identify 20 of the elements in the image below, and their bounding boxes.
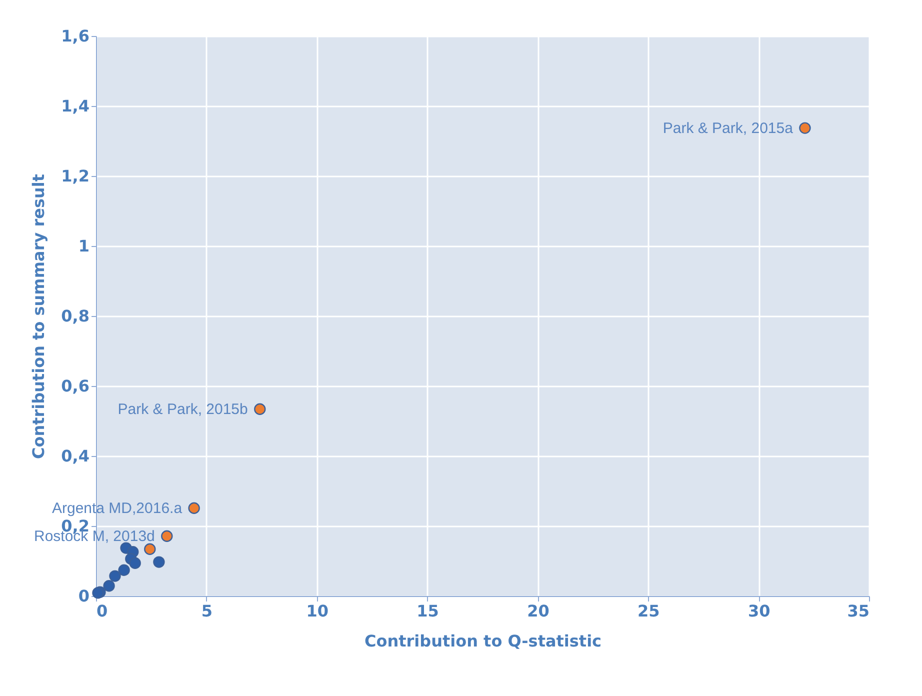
x-tick-label: 10 <box>306 602 328 620</box>
y-tick-label: 0,6 <box>61 376 90 396</box>
y-tick-label: 1,4 <box>61 96 90 116</box>
y-tick-label: 0 <box>78 586 90 606</box>
x-tick-label: 25 <box>638 602 660 620</box>
x-tick-label: 5 <box>201 602 212 620</box>
annotation: Park & Park, 2015b <box>118 401 248 418</box>
x-tick-label: 15 <box>416 602 439 620</box>
annotation: Park & Park, 2015a <box>662 120 794 138</box>
y-tick-label: 0,4 <box>61 446 90 466</box>
y-axis-title: Contribution to summary result <box>29 174 48 460</box>
x-tick-label: 30 <box>748 602 770 620</box>
x-tick-label: 0 <box>96 602 108 620</box>
x-tick-label: 35 <box>847 602 870 620</box>
x-axis-title: Contribution to Q-statistic <box>364 632 602 650</box>
y-tick-label: 1,6 <box>61 26 90 46</box>
y-tick-label: 1 <box>78 236 90 256</box>
x-tick-label: 20 <box>527 602 550 620</box>
y-tick-label: 1,2 <box>61 166 90 186</box>
y-tick-label: 0,8 <box>61 306 90 326</box>
